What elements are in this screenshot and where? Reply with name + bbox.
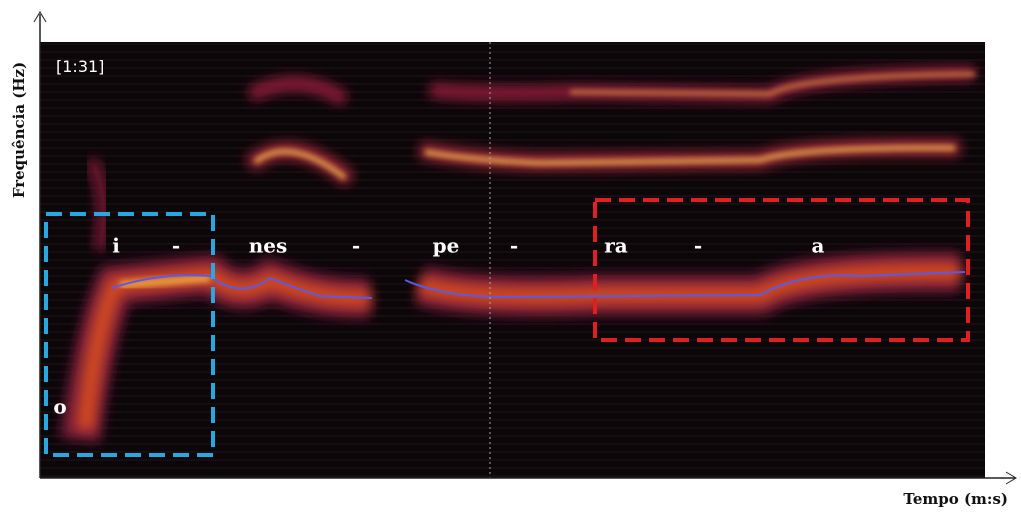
syllable-label: - — [694, 234, 702, 258]
syllable-label: - — [352, 234, 360, 258]
syllable-label: - — [510, 234, 518, 258]
page: {"y_axis_label": "Frequência (Hz)", "x_a… — [0, 0, 1021, 512]
syllable-label: pe — [433, 234, 460, 258]
timestamp: [1:31] — [56, 57, 104, 76]
spectrogram-figure: Frequência (Hz) Tempo (m:s) [1:31] o i - ne… — [0, 0, 1021, 512]
syllable-label: ra — [604, 234, 628, 258]
syllable-label: nes — [249, 234, 288, 258]
syllable-label: - — [172, 234, 180, 258]
x-axis-label: Tempo (m:s) — [903, 490, 1008, 508]
syllable-label: a — [812, 234, 825, 258]
syllable-label: o — [53, 395, 66, 419]
syllable-label: i — [112, 234, 120, 258]
y-axis-label: Frequência (Hz) — [10, 62, 28, 198]
